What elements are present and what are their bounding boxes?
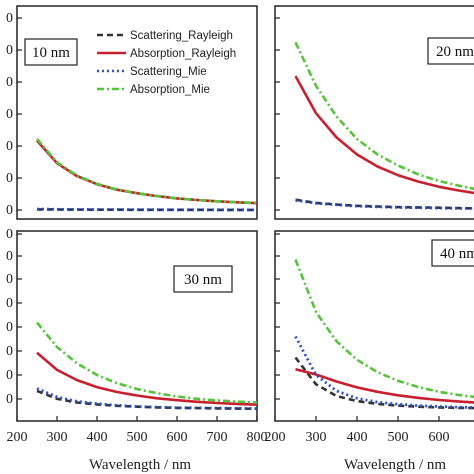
panel-tag-10nm-text: 10 nm <box>32 45 70 61</box>
x-tick-label-right-0: 200 <box>265 430 286 445</box>
y-tick-label-bottom-4: 0 <box>6 320 13 335</box>
series-scattering-mie-40nm <box>294 335 474 409</box>
y-tick-label-bottom-3: 0 <box>6 296 13 311</box>
panel-40nm-frame <box>274 230 474 422</box>
x-tick-label-right-4: 600 <box>429 430 450 445</box>
y-tick-label-bottom-1: 0 <box>6 249 13 264</box>
x-tick-label-left-2: 400 <box>87 430 108 445</box>
x-tick-label-left-1: 300 <box>47 430 68 445</box>
y-tick-label-bottom-0: 0 <box>6 227 13 242</box>
series-absorption-mie-10nm <box>36 138 258 205</box>
x-tick-label-left-5: 700 <box>207 430 228 445</box>
y-tick-label-top-5: 0 <box>6 43 13 58</box>
legend: Scattering_Rayleigh Absorption_Rayleigh … <box>97 30 236 96</box>
y-tick-label-top-0: 0 <box>6 203 13 218</box>
panel-tag-40nm: 40 nm <box>431 239 474 267</box>
y-tick-label-bottom-6: 0 <box>6 368 13 383</box>
series-absorption-rayleigh-40nm <box>295 367 474 404</box>
y-tick-label-bottom-7: 0 <box>6 392 13 407</box>
series-scattering-mie-20nm <box>295 198 474 210</box>
panel-tag-30nm-text: 30 nm <box>184 272 222 288</box>
panel-tag-20nm-text: 20 nm <box>436 44 474 60</box>
panel-tag-10nm: 10 nm <box>24 38 78 66</box>
x-tick-label-right-2: 400 <box>347 430 368 445</box>
y-tick-label-top-6: 0 <box>6 11 13 26</box>
series-absorption-mie-40nm <box>294 259 474 399</box>
panel-20nm-frame <box>274 5 474 220</box>
series-scattering-mie-30nm <box>36 387 258 410</box>
panel-tag-20nm: 20 nm <box>427 37 474 65</box>
series-absorption-rayleigh-20nm <box>294 75 474 195</box>
x-tick-label-left-6: 800 <box>247 430 268 445</box>
series-scattering-rayleigh-20nm <box>295 198 474 210</box>
panel-30nm-frame <box>16 230 258 422</box>
series-absorption-mie-30nm <box>35 321 258 404</box>
x-tick-label-left-0: 200 <box>7 430 28 445</box>
panel-10nm-frame <box>16 5 258 220</box>
x-tick-label-right-3: 500 <box>388 430 409 445</box>
y-tick-label-top-1: 0 <box>6 171 13 186</box>
x-tick-label-left-3: 500 <box>127 430 148 445</box>
x-tick-label-right-1: 300 <box>306 430 327 445</box>
legend-label-scattering-mie: Scattering_Mie <box>130 66 207 78</box>
series-absorption-mie-20nm <box>294 41 474 191</box>
panel-tag-30nm: 30 nm <box>173 265 233 293</box>
series-scattering-mie-10nm <box>36 207 258 212</box>
series-absorption-rayleigh-30nm <box>36 351 258 406</box>
x-axis-label-right: Wavelength / nm <box>344 457 446 473</box>
series-scattering-rayleigh-40nm <box>294 356 474 410</box>
panel-tag-40nm-text: 40 nm <box>440 246 474 262</box>
x-axis-label-left: Wavelength / nm <box>89 457 191 473</box>
y-tick-label-top-2: 0 <box>6 139 13 154</box>
x-tick-label-left-4: 600 <box>167 430 188 445</box>
y-tick-label-top-4: 0 <box>6 75 13 90</box>
legend-label-absorption-rayleigh: Absorption_Rayleigh <box>130 48 236 60</box>
y-tick-label-bottom-2: 0 <box>6 272 13 287</box>
legend-label-absorption-mie: Absorption_Mie <box>130 84 210 96</box>
legend-label-scattering-rayleigh: Scattering_Rayleigh <box>130 30 233 42</box>
y-tick-label-bottom-5: 0 <box>6 344 13 359</box>
y-tick-label-top-3: 0 <box>6 107 13 122</box>
